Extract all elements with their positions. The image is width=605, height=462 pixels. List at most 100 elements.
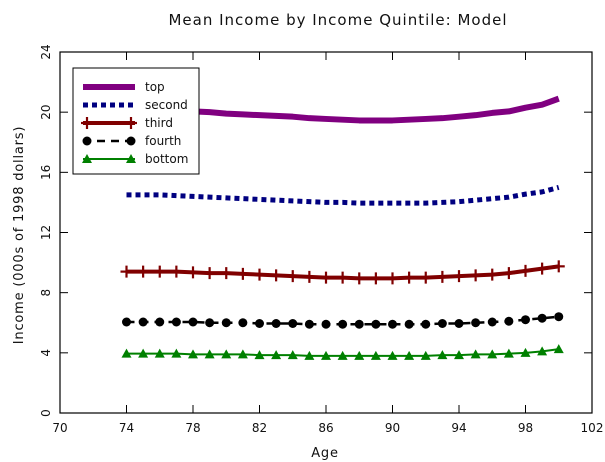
x-tick-label: 86 [318,421,333,435]
data-point-circle [255,319,264,329]
data-point-triangle [404,350,415,360]
data-point-triangle [304,350,315,360]
data-point-plus [502,267,515,280]
series-bottom [121,344,564,360]
y-tick-label: 24 [39,44,53,59]
legend-label-top: top [145,80,165,94]
data-point-triangle [420,350,431,360]
series-line-second [126,184,560,206]
data-point-circle [82,136,92,146]
x-tick-label: 78 [185,421,200,435]
data-point-triangle [354,350,365,360]
data-point-triangle [287,350,298,360]
data-point-circle [487,317,497,327]
x-tick-label: 70 [52,421,67,435]
data-point-plus [153,265,166,278]
data-point-plus [519,264,532,277]
data-point-plus [270,269,283,282]
data-point-plus [469,269,482,282]
y-tick-label: 16 [39,165,53,180]
data-point-triangle [387,350,398,360]
data-point-circle [371,319,381,329]
data-point-triangle [454,350,464,360]
data-point-plus [320,271,332,284]
data-point-circle [122,317,131,327]
data-point-triangle [470,349,481,359]
data-point-circle [554,312,564,322]
x-tick-label: 82 [252,421,267,435]
data-point-plus [386,272,399,285]
data-point-triangle [126,154,136,163]
data-point-plus [137,265,150,278]
y-tick-label: 20 [39,105,53,120]
data-point-circle [388,319,397,329]
data-point-triangle [537,346,548,356]
data-point-plus [187,266,199,279]
data-point-triangle [370,350,381,360]
data-point-circle [354,319,364,329]
data-point-plus [220,267,233,280]
data-point-circle [221,318,231,328]
data-point-circle [437,319,447,329]
data-point-circle [288,319,298,329]
data-point-circle [421,319,431,329]
data-point-triangle [188,349,198,359]
data-point-circle [238,318,248,328]
data-point-circle [404,319,414,329]
data-point-circle [504,316,514,326]
series-second [126,184,560,206]
x-tick-label: 74 [119,421,134,435]
data-point-circle [171,317,181,327]
data-point-plus [369,272,382,285]
data-point-plus [236,267,249,280]
data-point-triangle [503,348,514,358]
axis-ticks: 70 74 78 82 86 90 94 98 102 0 4 8 12 16 20 24 [39,44,603,435]
data-point-plus [453,270,465,283]
legend-label-bottom: bottom [145,152,188,166]
x-tick-label: 90 [385,421,400,435]
y-tick-label: 0 [39,409,53,417]
y-tick-label: 4 [39,349,53,357]
data-point-circle [321,319,331,329]
data-point-triangle [520,347,531,357]
chart-title: Mean Income by Income Quintile: Model [168,11,507,29]
data-point-plus [486,268,499,281]
x-tick-label: 94 [451,421,466,435]
data-point-triangle [321,350,331,360]
data-point-triangle [221,349,232,359]
data-point-circle [454,319,464,329]
data-point-plus [253,268,266,281]
data-point-triangle [553,344,564,354]
data-point-plus [125,117,137,129]
data-point-plus [403,271,416,284]
y-axis-label: Income (000s of 1998 dollars) [12,126,27,344]
data-point-circle [338,319,348,329]
y-tick-label: 8 [39,289,53,297]
data-point-triangle [337,350,348,360]
legend: top second third fourth bottom [72,67,200,175]
data-point-circle [188,317,198,327]
data-point-plus [303,270,316,283]
x-tick-label: 98 [518,421,533,435]
legend-label-fourth: fourth [145,134,181,148]
data-point-triangle [437,350,448,360]
data-point-circle [537,313,547,323]
data-point-triangle [154,348,165,358]
data-point-circle [126,136,136,146]
data-point-plus [203,267,216,280]
data-point-triangle [138,348,149,358]
data-point-triangle [171,348,182,358]
data-point-circle [271,319,281,329]
data-point-triangle [237,349,248,359]
data-point-circle [521,315,530,325]
series-fourth [122,312,564,329]
data-point-plus [353,272,366,285]
x-tick-label: 102 [581,421,604,435]
data-point-plus [536,262,549,275]
data-point-triangle [487,349,498,359]
legend-label-second: second [145,98,188,112]
data-point-triangle [254,350,265,360]
data-point-plus [436,270,449,283]
data-point-plus [419,271,432,284]
data-point-plus [120,265,133,278]
